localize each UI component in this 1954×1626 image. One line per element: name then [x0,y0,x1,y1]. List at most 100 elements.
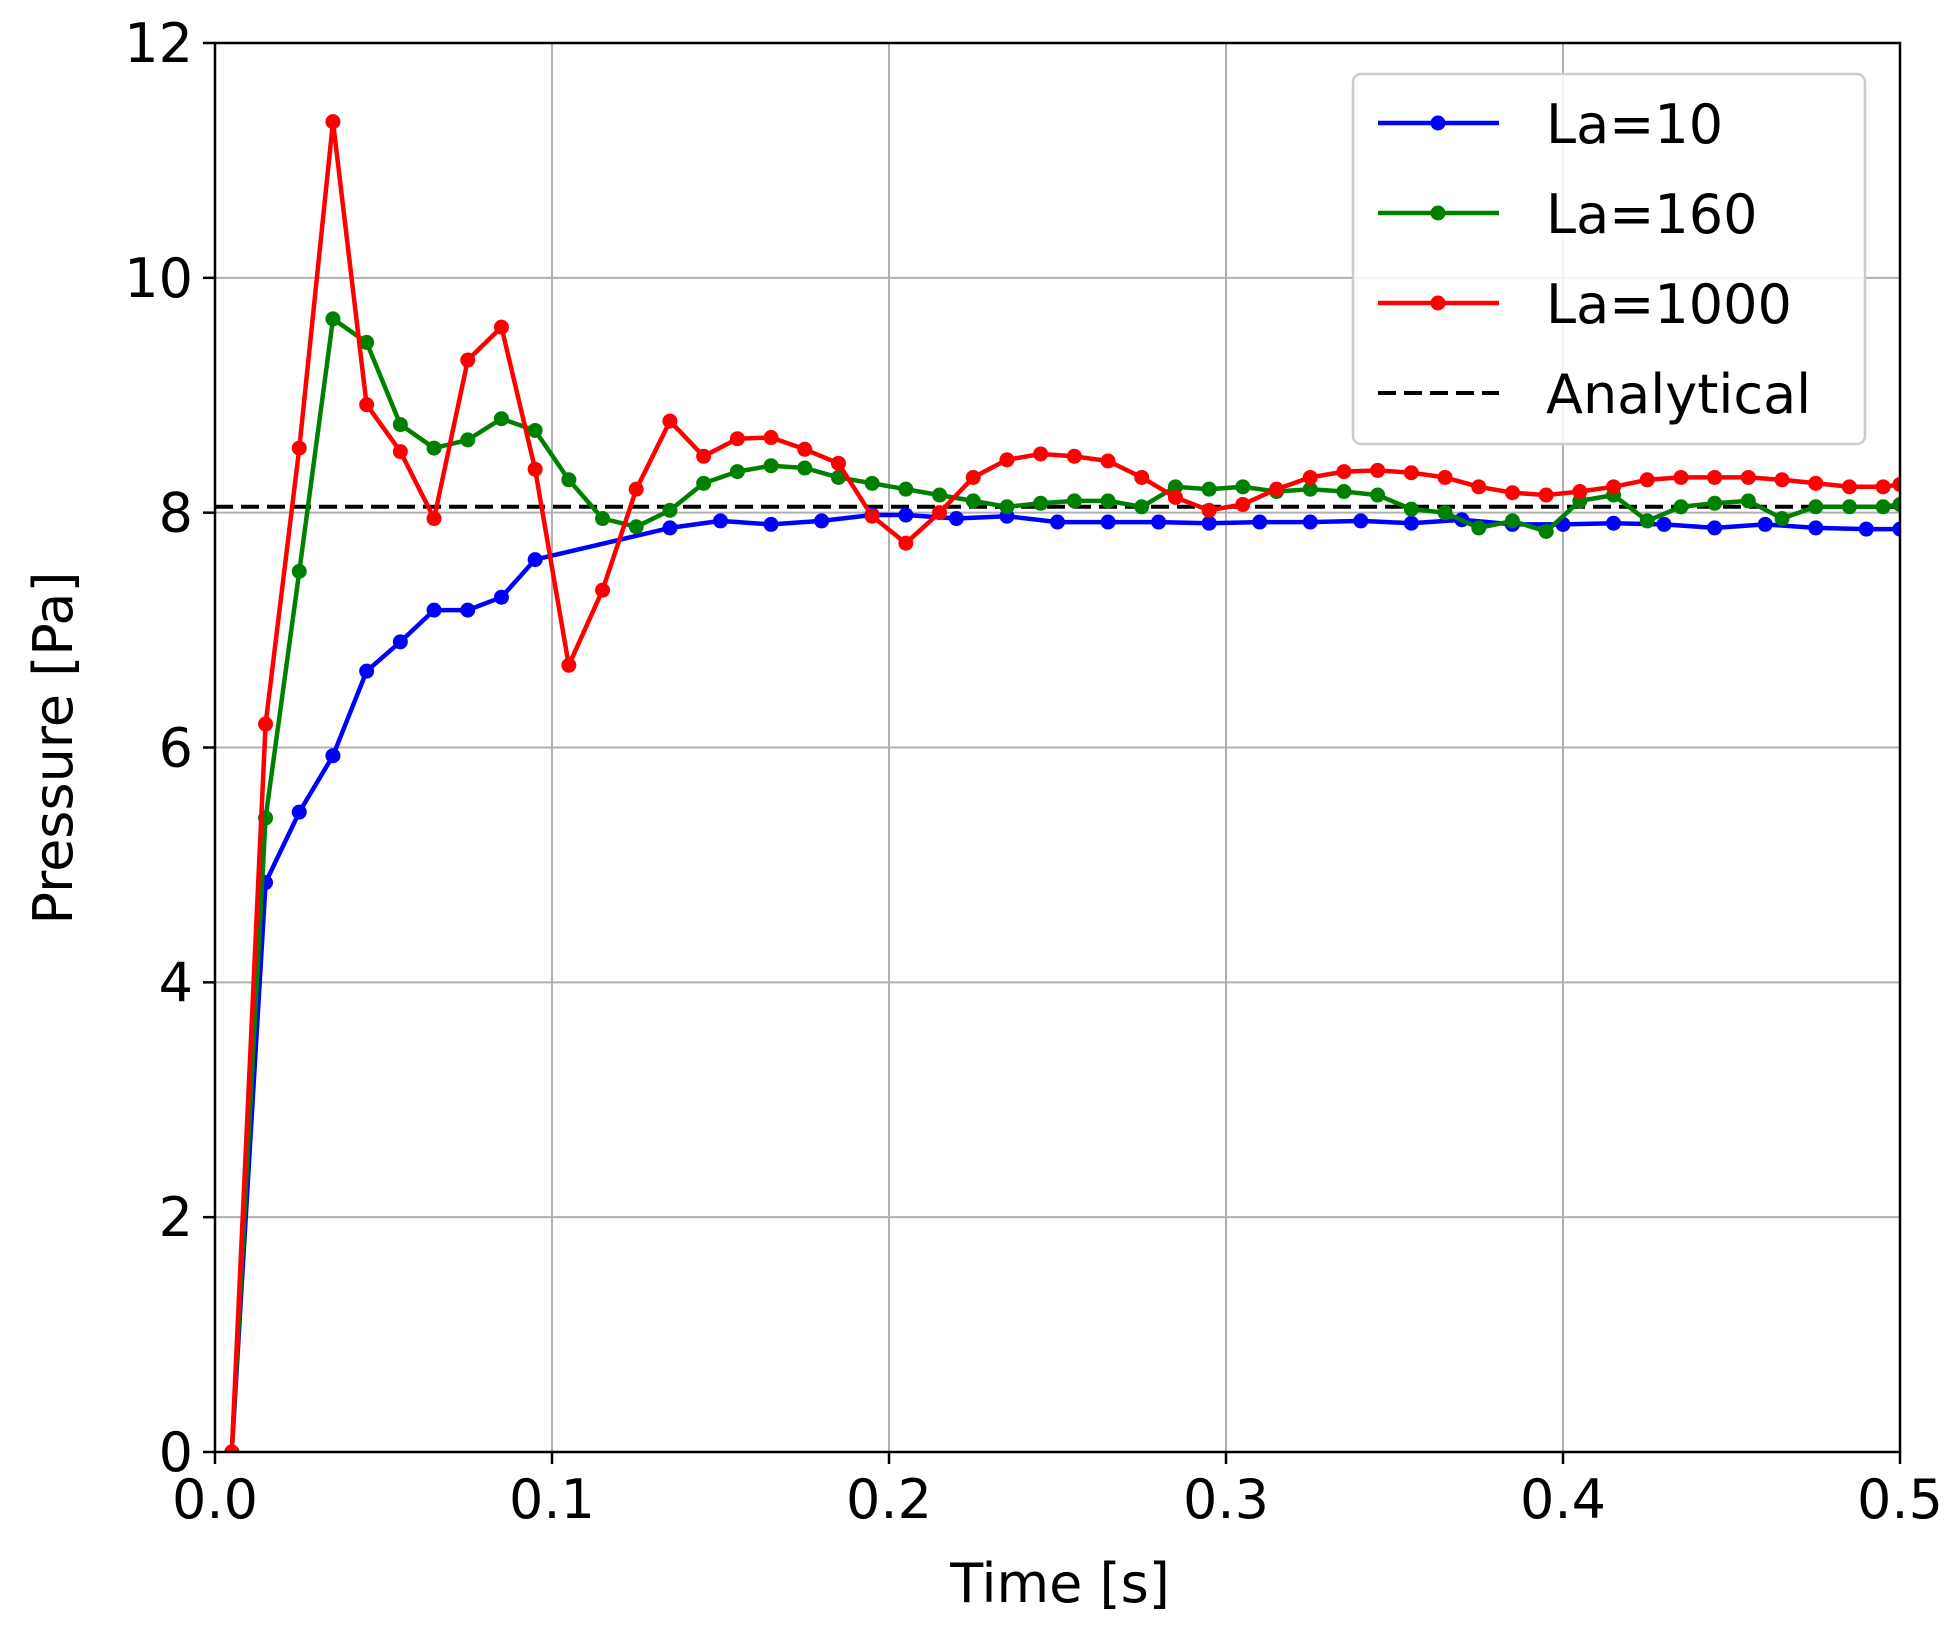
data-point [392,417,408,433]
x-tick-label: 0.1 [509,1468,595,1531]
data-point [1673,499,1689,515]
data-point [392,444,408,460]
data-point [595,582,611,598]
data-point [1841,499,1857,515]
legend-box [1351,72,1867,446]
data-point [1403,501,1419,517]
data-point [1066,493,1082,509]
data-point [1639,513,1655,529]
data-point [493,319,509,335]
data-point [1167,479,1183,495]
data-point [291,440,307,456]
data-point [1066,448,1082,464]
data-point [1100,453,1116,469]
data-point [1033,446,1049,462]
grid [214,42,1901,1453]
data-point [1370,487,1386,503]
data-point [814,513,830,529]
data-point [1353,513,1369,529]
data-point [1538,487,1554,503]
data-point [1302,514,1318,530]
data-point [1235,496,1251,512]
data-point [713,513,728,529]
data-point [1875,479,1891,495]
data-point [426,602,442,618]
data-point [898,507,914,523]
data-point [898,535,914,551]
data-point [1740,469,1756,485]
data-point [527,552,543,568]
data-point [1336,484,1352,500]
data-point [1201,502,1217,518]
data-point [1538,523,1554,539]
y-tick-label: 12 [124,12,193,75]
data-point [392,634,408,650]
data-point [662,413,678,429]
data-point [1808,520,1824,536]
data-point [628,519,644,535]
data-point [1471,479,1487,495]
data-point [797,460,813,476]
legend-marker [1430,115,1446,131]
data-point [1707,469,1723,485]
data-point [662,502,678,518]
data-point [1841,479,1857,495]
data-point [729,464,745,480]
data-point [1336,464,1352,480]
y-tick-label: 6 [159,717,193,780]
data-point [662,520,678,536]
x-axis-label: Time [s] [949,1552,1170,1615]
data-point [1892,476,1900,492]
data-point [763,430,779,446]
plot-series [215,114,1900,1452]
x-tick-label: 0.0 [172,1468,258,1531]
y-axis-label: Pressure [Pa] [22,571,85,924]
data-point [1808,499,1824,515]
data-point [1252,514,1268,530]
data-point [1167,489,1183,505]
data-point [696,448,712,464]
data-point [864,508,880,524]
data-point [763,458,779,474]
data-point [932,487,948,503]
legend-label: La=10 [1546,93,1723,156]
data-point [527,422,543,438]
data-point [898,481,914,497]
data-point [561,472,577,488]
data-point [1100,493,1116,509]
y-tick-label: 10 [124,247,193,310]
legend-marker [1430,295,1446,311]
data-point [1437,505,1453,521]
data-point [224,1444,240,1452]
data-point [426,440,442,456]
series-La=1000 [224,114,1900,1452]
data-point [291,804,307,820]
data-point [1050,514,1065,530]
data-point [1774,472,1790,488]
x-tick-label: 0.3 [1183,1468,1269,1531]
legend-label: La=160 [1546,183,1758,246]
data-point [1134,469,1150,485]
data-point [460,602,476,618]
data-point [1403,465,1419,481]
y-tick-label: 0 [159,1421,193,1484]
x-tick-label: 0.5 [1857,1468,1943,1531]
data-point [1673,469,1689,485]
data-point [1892,521,1900,537]
data-point [1370,462,1386,478]
data-point [1757,516,1773,532]
data-point [1269,481,1285,497]
y-tick-label: 2 [159,1186,193,1249]
data-point [932,505,948,521]
data-point [696,475,712,491]
data-point [325,311,341,327]
data-point [797,441,813,457]
data-point [1572,484,1588,500]
data-point [965,493,981,509]
data-point [1740,493,1756,509]
data-point [1403,515,1419,531]
data-point [460,352,476,368]
data-point [1437,469,1453,485]
data-point [1606,515,1622,531]
data-point [628,481,644,497]
